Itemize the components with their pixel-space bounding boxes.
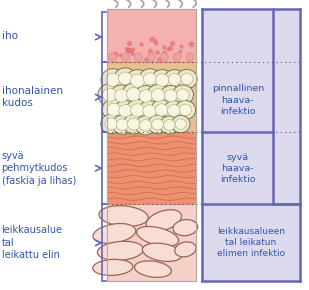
Circle shape — [151, 89, 165, 101]
Ellipse shape — [122, 53, 129, 61]
Text: iho: iho — [2, 30, 18, 41]
Circle shape — [151, 100, 172, 120]
Circle shape — [147, 84, 170, 106]
Text: leikkausalueen
tal leikatun
elimen infektio: leikkausalueen tal leikatun elimen infek… — [217, 227, 285, 258]
Text: leikkausalue
tal
leikattu elin: leikkausalue tal leikattu elin — [2, 226, 62, 260]
Circle shape — [152, 119, 163, 130]
Ellipse shape — [173, 220, 198, 236]
Circle shape — [102, 99, 125, 120]
Text: syvä
pehmytkudos
(faskia ja lihas): syvä pehmytkudos (faskia ja lihas) — [2, 151, 76, 186]
Circle shape — [116, 119, 129, 130]
Circle shape — [112, 115, 133, 134]
Circle shape — [139, 69, 161, 89]
Circle shape — [139, 119, 152, 131]
Circle shape — [168, 105, 180, 116]
Ellipse shape — [99, 206, 148, 226]
Circle shape — [135, 86, 157, 106]
Circle shape — [160, 116, 179, 134]
Circle shape — [138, 101, 161, 122]
Ellipse shape — [175, 242, 196, 257]
Circle shape — [135, 116, 156, 135]
Circle shape — [168, 74, 181, 85]
Ellipse shape — [146, 210, 181, 231]
Circle shape — [126, 88, 141, 101]
Circle shape — [110, 85, 133, 106]
Circle shape — [122, 83, 145, 105]
Circle shape — [123, 114, 144, 134]
Ellipse shape — [142, 243, 182, 262]
Circle shape — [171, 115, 190, 133]
Circle shape — [143, 73, 156, 85]
Circle shape — [98, 84, 121, 106]
Circle shape — [151, 70, 173, 90]
Circle shape — [175, 119, 186, 129]
Circle shape — [114, 68, 136, 89]
Bar — [107, 62, 196, 132]
Circle shape — [177, 89, 189, 101]
Bar — [107, 9, 196, 62]
Circle shape — [101, 114, 122, 134]
Circle shape — [139, 90, 153, 102]
Circle shape — [164, 70, 185, 89]
Circle shape — [160, 86, 182, 106]
Ellipse shape — [97, 241, 144, 260]
Circle shape — [119, 104, 132, 117]
Circle shape — [163, 119, 175, 130]
Ellipse shape — [173, 53, 181, 61]
Circle shape — [177, 69, 197, 88]
Circle shape — [131, 104, 144, 117]
Bar — [202, 9, 300, 281]
Circle shape — [155, 104, 168, 116]
Circle shape — [103, 88, 117, 102]
Circle shape — [118, 72, 132, 85]
Circle shape — [163, 101, 184, 120]
Text: syvä
haava-
infektio: syvä haava- infektio — [220, 153, 256, 184]
Circle shape — [101, 69, 125, 91]
Ellipse shape — [160, 53, 168, 61]
Text: ihonalainen
kudos: ihonalainen kudos — [2, 86, 62, 108]
Circle shape — [126, 99, 149, 121]
Circle shape — [181, 73, 193, 85]
Circle shape — [175, 100, 196, 119]
Circle shape — [128, 118, 140, 130]
Circle shape — [115, 89, 128, 102]
Circle shape — [148, 115, 167, 134]
Circle shape — [172, 85, 193, 105]
Ellipse shape — [186, 53, 194, 61]
Ellipse shape — [109, 53, 116, 61]
Ellipse shape — [93, 224, 136, 243]
Circle shape — [105, 118, 117, 130]
Circle shape — [143, 105, 156, 117]
Circle shape — [155, 74, 169, 86]
Ellipse shape — [93, 259, 133, 276]
Text: pinnallinen
haava-
infektio: pinnallinen haava- infektio — [212, 84, 264, 116]
Ellipse shape — [135, 53, 142, 61]
Bar — [107, 9, 196, 281]
Circle shape — [107, 103, 121, 116]
Bar — [107, 132, 196, 204]
Ellipse shape — [134, 261, 171, 277]
Circle shape — [114, 100, 137, 121]
Bar — [107, 204, 196, 281]
Circle shape — [164, 90, 177, 102]
Circle shape — [126, 70, 149, 92]
Circle shape — [130, 74, 145, 87]
Ellipse shape — [137, 226, 179, 246]
Ellipse shape — [147, 53, 155, 61]
Circle shape — [106, 73, 120, 86]
Circle shape — [179, 104, 192, 116]
